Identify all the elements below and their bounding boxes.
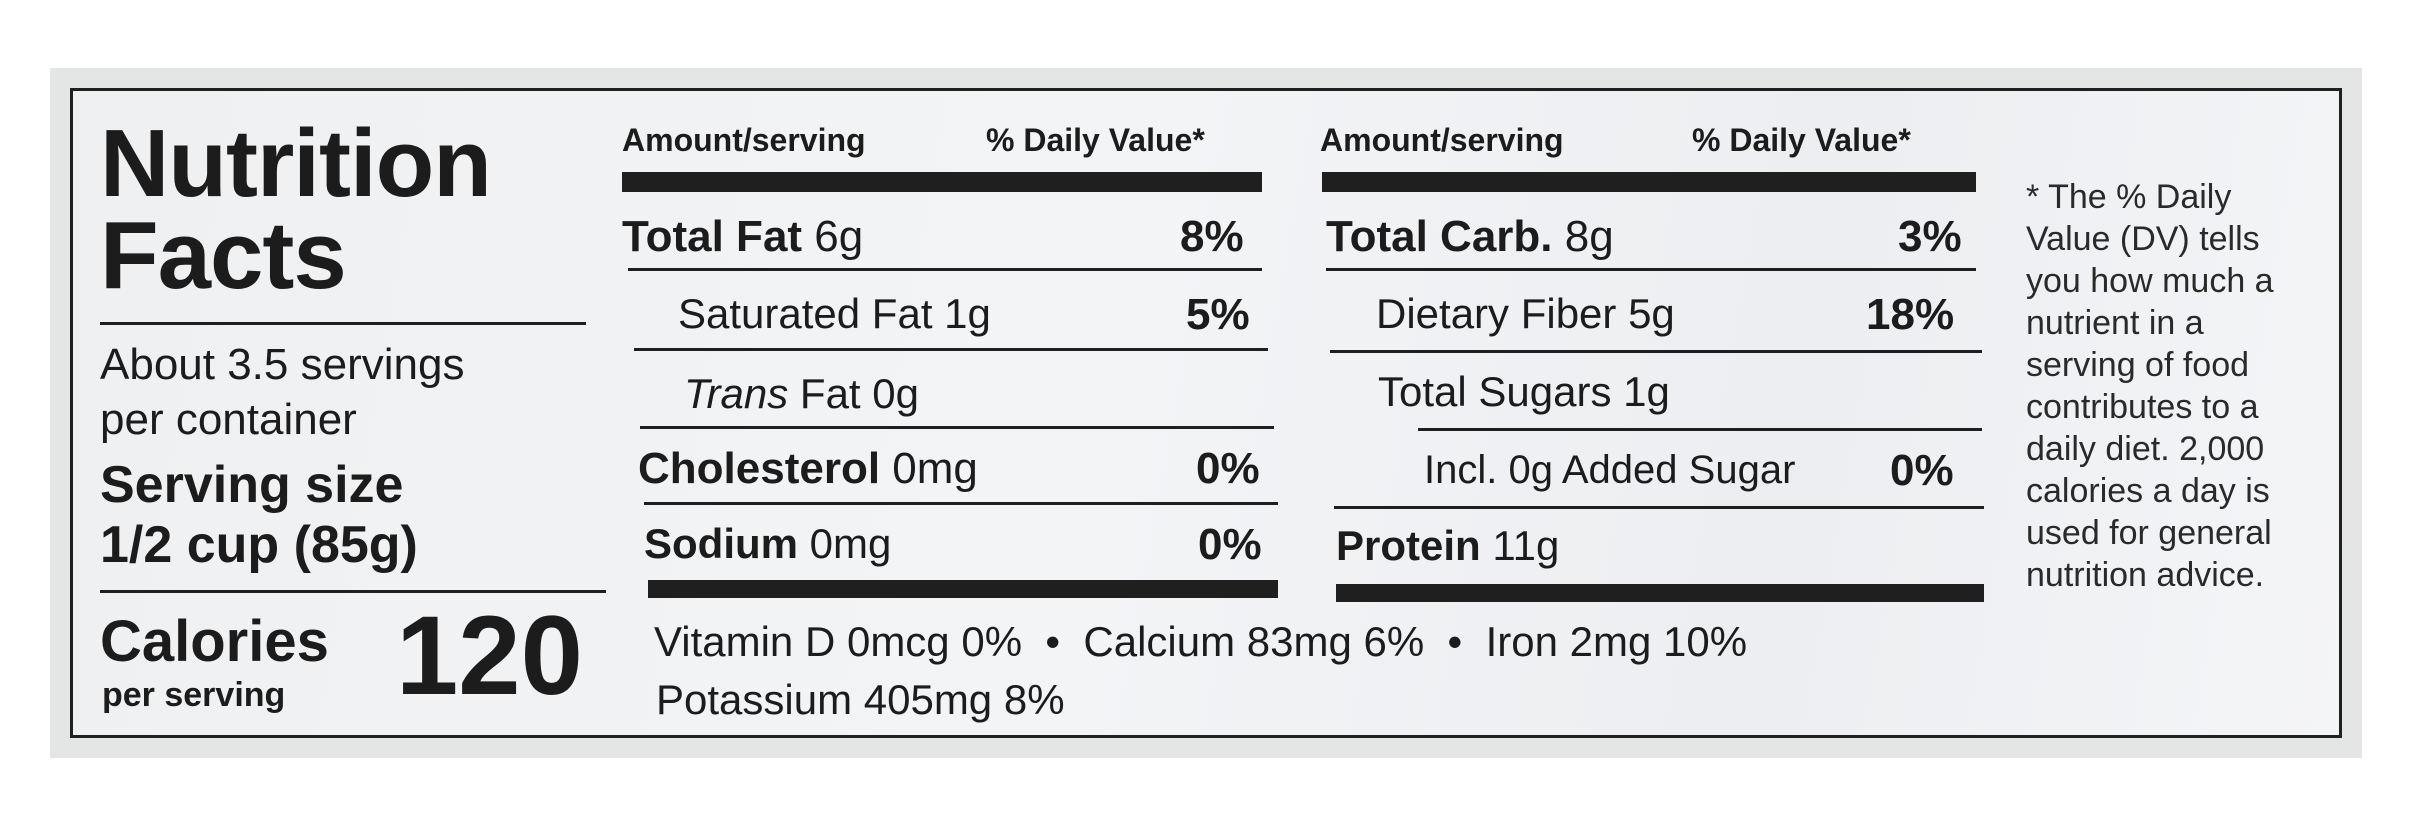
title-divider <box>100 322 586 325</box>
nutrient-name: Cholesterol <box>638 444 881 493</box>
nutrient-dv: 3% <box>1898 212 1962 261</box>
serving-size-value: 1/2 cup (85g) <box>100 516 418 574</box>
nutrient-amount: 1g <box>1623 368 1670 415</box>
left-header-amount: Amount/serving <box>622 122 866 158</box>
nutrient-row: Dietary Fiber 5g <box>1376 290 1675 338</box>
nutrient-amount: 8g <box>1564 212 1614 261</box>
left-header-dv: % Daily Value* <box>986 122 1205 158</box>
nutrient-row: Total Carb. 8g <box>1326 212 1614 262</box>
right-header-amount: Amount/serving <box>1320 122 1564 158</box>
right-header-bar <box>1322 172 1976 192</box>
nutrient-name: Total Sugars <box>1378 368 1612 415</box>
title-line-2: Facts <box>100 202 347 309</box>
servings-line-1: About 3.5 servings <box>100 340 465 389</box>
nutrient-row: Protein 11g <box>1336 522 1559 570</box>
right-bottom-bar <box>1336 584 1984 602</box>
nutrient-dv: 0% <box>1890 446 1954 495</box>
nutrient-amount: 1g <box>944 290 991 337</box>
row-divider <box>644 502 1278 505</box>
row-divider <box>628 268 1262 271</box>
nutrient-name: Dietary Fiber <box>1376 290 1617 337</box>
servings-line-2: per container <box>100 395 357 444</box>
title-line-1: Nutrition <box>100 110 492 217</box>
row-divider <box>634 348 1268 351</box>
row-divider <box>1326 268 1976 271</box>
calories-sub-label: per serving <box>102 676 286 714</box>
nutrient-name: Total Carb. <box>1326 212 1553 261</box>
serving-divider <box>100 590 606 593</box>
nutrient-row: Cholesterol 0mg <box>638 444 978 494</box>
nutrient-name: Sodium <box>644 520 798 567</box>
nutrient-dv: 18% <box>1866 290 1955 339</box>
nutrient-name: Total Fat <box>622 212 803 261</box>
row-divider <box>1334 506 1984 509</box>
nutrient-amount: 11g <box>1492 522 1560 569</box>
nutrition-facts-panel <box>70 88 2342 738</box>
nutrient-dv: 0% <box>1196 444 1260 493</box>
nutrient-row: Sodium 0mg <box>644 520 891 568</box>
serving-size-label: Serving size <box>100 456 404 514</box>
nutrient-amount: 0mg <box>892 444 978 493</box>
nutrient-name: Saturated Fat <box>678 290 933 337</box>
row-divider <box>1418 428 1982 431</box>
nutrient-dv: 8% <box>1180 212 1244 261</box>
nutrient-dv: 0% <box>1198 520 1262 569</box>
calories-value: 120 <box>396 593 583 718</box>
nutrient-row: Total Sugars 1g <box>1378 368 1670 416</box>
calories-label: Calories <box>100 609 329 674</box>
nutrient-name-rest: Fat <box>799 370 861 417</box>
nutrient-name: Trans <box>684 370 789 417</box>
nutrient-name: Protein <box>1336 522 1481 569</box>
nutrient-dv: 5% <box>1186 290 1250 339</box>
left-header-bar <box>622 172 1262 192</box>
nutrient-row: Trans Fat 0g <box>684 370 919 418</box>
left-bottom-bar <box>648 580 1278 598</box>
vitamins-line-2: Potassium 405mg 8% <box>656 676 1065 723</box>
right-header-dv: % Daily Value* <box>1692 122 1911 158</box>
vitamins-line-1: Vitamin D 0mcg 0% • Calcium 83mg 6% • Ir… <box>654 618 1748 665</box>
footnote: * The % Daily Value (DV) tells you how m… <box>2026 178 2274 594</box>
row-divider <box>640 426 1274 429</box>
nutrient-amount: 5g <box>1628 290 1675 337</box>
nutrient-amount: 0mg <box>809 520 892 567</box>
nutrient-row: Total Fat 6g <box>622 212 863 262</box>
nutrient-amount: 6g <box>814 212 864 261</box>
nutrient-amount: 0g <box>872 370 919 417</box>
row-divider <box>1330 350 1982 353</box>
nutrient-name: Incl. 0g Added Sugar <box>1424 448 1796 492</box>
nutrient-row: Saturated Fat 1g <box>678 290 991 338</box>
